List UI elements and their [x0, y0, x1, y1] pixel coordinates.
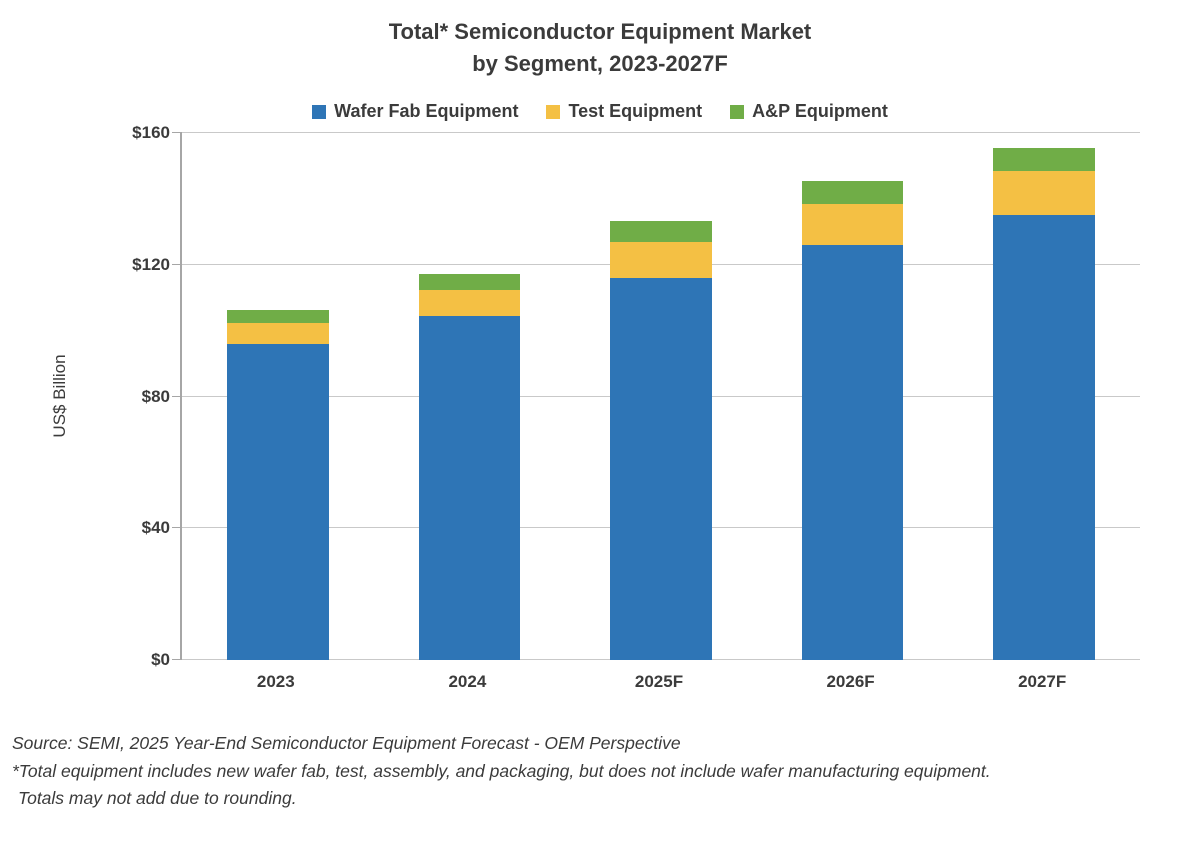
plot-area [172, 132, 1140, 660]
wafer-fab-segment-2024 [418, 315, 521, 660]
source-line: Source: SEMI, 2025 Year-End Semiconducto… [12, 733, 681, 753]
ap-segment-2024 [418, 274, 521, 291]
y-tick-mark-160 [172, 132, 182, 133]
chart-legend: Wafer Fab Equipment Test Equipment A&P Equ… [0, 101, 1200, 122]
y-axis-title: US$ Billion [50, 354, 69, 438]
y-tick-label-160: $160 [132, 123, 170, 142]
y-tick-label-120: $120 [132, 254, 170, 274]
x-tick-label-2025F: 2025F [634, 672, 684, 691]
bar-slot-2024 [374, 133, 566, 660]
bar-slot-2023 [182, 133, 374, 660]
wafer-fab-segment-2026F [801, 245, 904, 660]
legend-item-ap: A&P Equipment [730, 101, 888, 122]
legend-swatch-wafer-fab-icon [312, 104, 327, 119]
y-tick-mark-40 [172, 527, 182, 529]
ap-segment-2023 [227, 309, 329, 324]
x-axis-tick-labels: 2023 2024 2025F 2026F 2027F [180, 672, 1138, 692]
test-segment-2023 [227, 323, 329, 344]
y-tick-label-0: $0 [151, 650, 170, 669]
chart-title: Total* Semiconductor Equipment Market by… [0, 16, 1200, 80]
stacked-bar-2023 [227, 133, 329, 660]
bar-slot-2026F [757, 133, 949, 660]
ap-segment-2025F [610, 220, 712, 242]
legend-item-test: Test Equipment [546, 101, 702, 122]
y-tick-label-40: $40 [141, 518, 170, 538]
test-segment-2027F [993, 170, 1095, 216]
wafer-fab-segment-2025F [610, 277, 712, 660]
y-axis-tick-labels: $0 $40 $80 $120 $160 [96, 123, 170, 669]
legend-swatch-test-icon [546, 104, 561, 119]
stacked-bar-2027F [993, 133, 1095, 660]
legend-label-wafer-fab: Wafer Fab Equipment [334, 101, 519, 121]
x-tick-label-2024: 2024 [448, 672, 487, 691]
legend-label-ap: A&P Equipment [752, 101, 888, 121]
gridline-160 [182, 132, 1140, 133]
wafer-fab-segment-2023 [227, 343, 329, 660]
test-segment-2025F [610, 241, 712, 278]
footnotes: Source: SEMI, 2025 Year-End Semiconducto… [12, 730, 1188, 813]
stacked-bar-2025F [610, 133, 712, 660]
legend-swatch-ap-icon [730, 104, 745, 119]
wafer-fab-segment-2027F [993, 215, 1095, 660]
x-tick-label-2027F: 2027F [1018, 672, 1067, 691]
bars-layer [182, 133, 1140, 660]
y-tick-label-80: $80 [141, 386, 170, 406]
y-tick-mark-80 [172, 395, 182, 397]
test-segment-2026F [801, 203, 904, 245]
y-tick-mark-0 [172, 659, 182, 660]
ap-segment-2027F [993, 147, 1095, 171]
ap-segment-2026F [801, 180, 904, 204]
legend-label-test: Test Equipment [568, 101, 703, 121]
x-tick-label-2023: 2023 [256, 672, 295, 691]
x-tick-label-2026F: 2026F [826, 672, 875, 691]
bar-slot-2027F [948, 133, 1140, 660]
chart-title-line1: Total* Semiconductor Equipment Market [388, 19, 812, 44]
test-segment-2024 [418, 290, 521, 316]
stacked-bar-2026F [801, 133, 904, 660]
footnote-line1: *Total equipment includes new wafer fab,… [12, 760, 991, 781]
y-tick-mark-120 [172, 263, 182, 265]
stacked-bar-2024 [418, 133, 521, 660]
chart-title-line2: by Segment, 2023-2027F [472, 50, 728, 76]
bar-slot-2025F [565, 133, 757, 660]
footnote-line2: Totals may not add due to rounding. [18, 788, 297, 809]
legend-item-wafer-fab: Wafer Fab Equipment [312, 101, 518, 122]
